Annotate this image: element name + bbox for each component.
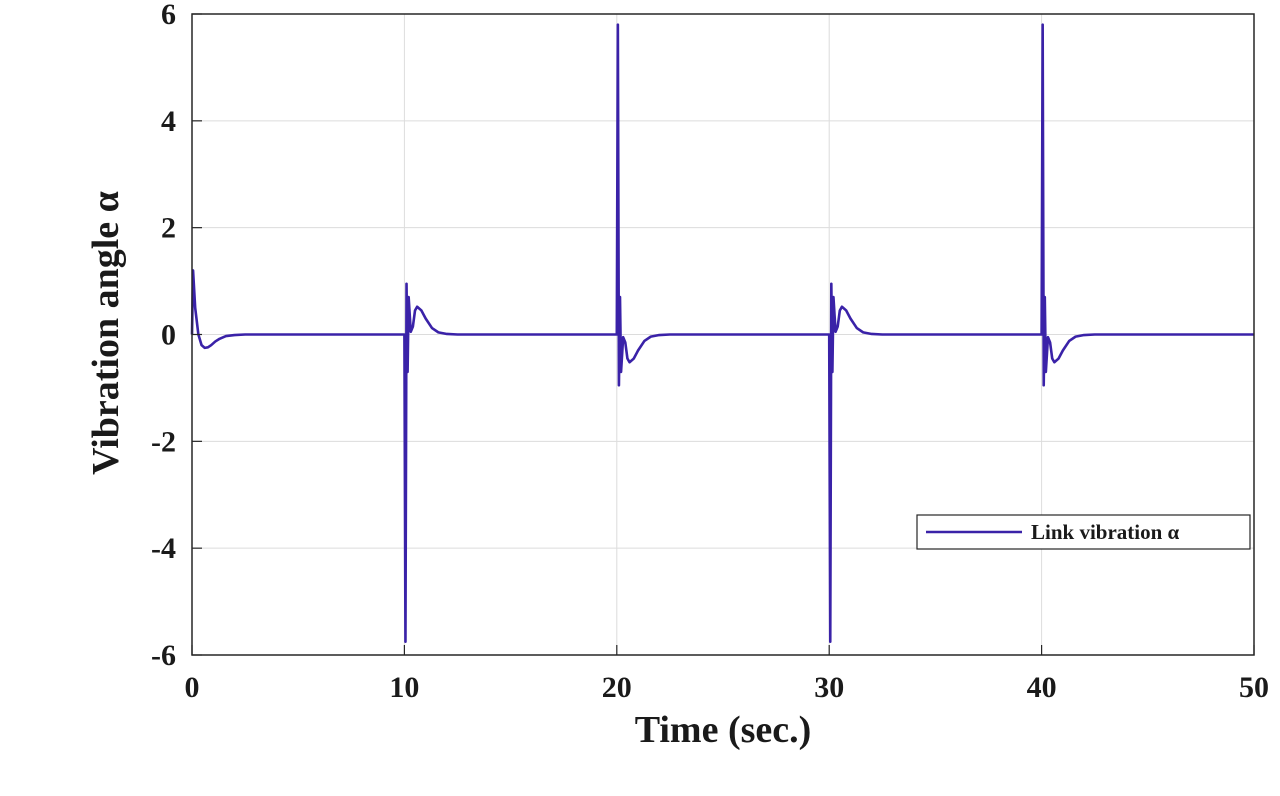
y-tick-label: 6 bbox=[161, 0, 176, 31]
y-tick-label: 2 bbox=[161, 212, 176, 245]
legend-entry-label: Link vibration α bbox=[1031, 520, 1180, 544]
y-tick-label: -4 bbox=[151, 532, 176, 565]
y-tick-label: -2 bbox=[151, 425, 176, 458]
series-line-0 bbox=[190, 23, 1254, 643]
x-tick-label: 20 bbox=[602, 671, 632, 704]
legend: Link vibration α bbox=[916, 514, 1251, 550]
x-tick-label: 0 bbox=[185, 671, 200, 704]
x-tick-label: 30 bbox=[814, 671, 844, 704]
x-axis-ticks: 0 10 20 30 40 50 bbox=[185, 645, 1269, 704]
y-axis-label: Vibration angle α bbox=[85, 191, 127, 475]
y-axis-ticks: -6 -4 -2 0 2 4 6 bbox=[151, 0, 202, 672]
x-tick-label: 40 bbox=[1027, 671, 1057, 704]
x-tick-label: 10 bbox=[389, 671, 419, 704]
y-tick-label: 4 bbox=[161, 105, 176, 138]
series-layer bbox=[190, 23, 1254, 643]
y-tick-label: 0 bbox=[161, 319, 176, 352]
x-tick-label: 50 bbox=[1239, 671, 1269, 704]
x-axis-label: Time (sec.) bbox=[635, 709, 812, 751]
y-tick-label: -6 bbox=[151, 639, 176, 672]
